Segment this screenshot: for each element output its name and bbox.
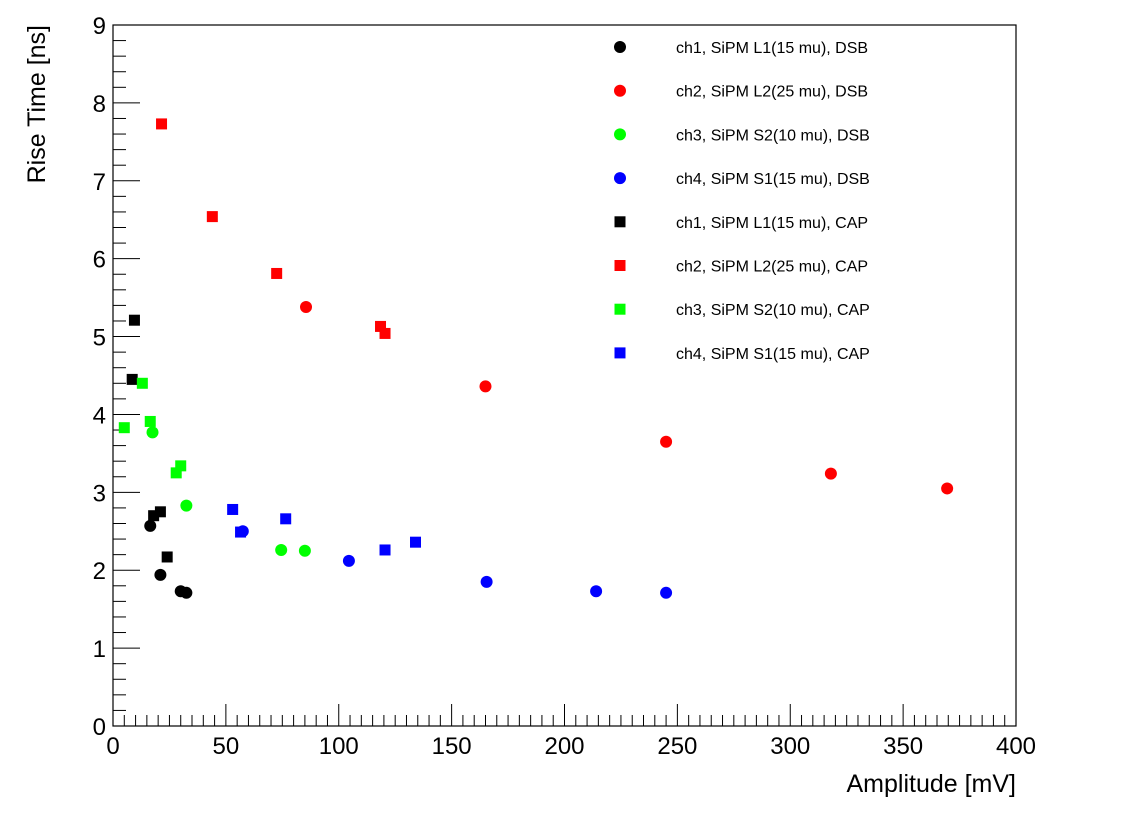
- legend-entry-label: ch1, SiPM L1(15 mu), DSB: [676, 40, 868, 57]
- data-point-square: [206, 211, 218, 223]
- legend-entry-label: ch4, SiPM S1(15 mu), DSB: [676, 171, 870, 188]
- data-point-square: [280, 513, 292, 525]
- legend-marker-circle: [614, 84, 626, 97]
- y-tick-label: 8: [93, 91, 106, 118]
- data-point-circle: [660, 435, 673, 448]
- data-point-circle: [275, 543, 288, 556]
- x-tick-label: 350: [883, 733, 923, 760]
- x-tick-label: 400: [996, 733, 1036, 760]
- legend-marker-square: [614, 260, 626, 271]
- data-point-square: [128, 314, 140, 326]
- data-point-circle: [144, 519, 157, 532]
- data-point-circle: [300, 300, 313, 313]
- legend-entry-label: ch2, SiPM L2(25 mu), CAP: [676, 259, 868, 276]
- legend: ch1, SiPM L1(15 mu), DSB ch2, SiPM L2(25 …: [614, 40, 870, 363]
- y-tick-label: 4: [93, 402, 106, 429]
- legend-marker-circle: [614, 128, 626, 141]
- x-tick-label: 0: [106, 733, 119, 760]
- data-point-square: [227, 503, 239, 515]
- data-point-square: [161, 551, 173, 563]
- x-tick-label: 150: [432, 733, 472, 760]
- y-tick-label: 5: [93, 325, 106, 352]
- legend-marker-circle: [614, 41, 626, 53]
- y-tick-label: 3: [93, 480, 106, 507]
- data-point-square: [118, 422, 130, 434]
- y-tick-label: 9: [93, 13, 106, 40]
- data-point-circle: [479, 380, 492, 393]
- x-tick-label: 300: [770, 733, 810, 760]
- data-point-circle: [146, 426, 159, 439]
- y-tick-label: 0: [93, 714, 106, 741]
- data-point-square: [379, 327, 391, 339]
- legend-marker-square: [614, 347, 626, 359]
- plot-frame: [112, 24, 1017, 727]
- data-point-circle: [590, 585, 603, 598]
- data-point-square: [170, 467, 182, 479]
- data-point-circle: [660, 586, 673, 599]
- data-point-circle: [180, 586, 193, 599]
- data-point-square: [148, 510, 160, 522]
- legend-entry-label: ch3, SiPM S2(10 mu), DSB: [676, 127, 870, 144]
- data-point-square: [154, 506, 166, 518]
- data-point-circle: [154, 568, 167, 581]
- x-tick-label: 100: [319, 733, 359, 760]
- data-point-square: [235, 526, 247, 538]
- legend-entry-label: ch3, SiPM S2(10 mu), CAP: [676, 302, 870, 319]
- y-axis-title: Rise Time [ns]: [23, 25, 51, 183]
- x-tick-label: 250: [657, 733, 697, 760]
- y-tick-label: 6: [93, 247, 106, 274]
- legend-marker-square: [614, 216, 626, 228]
- y-tick-label: 7: [93, 169, 106, 196]
- data-point-circle: [941, 482, 954, 495]
- data-point-square: [175, 460, 187, 472]
- data-point-square: [144, 415, 156, 427]
- x-axis-title: Amplitude [mV]: [846, 770, 1016, 798]
- data-point-square: [375, 320, 387, 332]
- data-point-circle: [180, 499, 193, 512]
- data-point-square: [271, 267, 283, 279]
- data-point-square: [379, 544, 391, 556]
- data-point-circle: [480, 575, 493, 588]
- legend-entry-label: ch1, SiPM L1(15 mu), CAP: [676, 215, 868, 232]
- legend-marker-square: [614, 303, 626, 315]
- x-tick-label: 200: [544, 733, 584, 760]
- data-point-circle: [824, 467, 837, 480]
- data-point-square: [410, 536, 422, 548]
- data-point-square: [156, 118, 168, 130]
- axis-ticks: 0 50 100 150 200 250 300 350 400 0 1 2 3 4 5 6 7 8 9: [93, 13, 1036, 760]
- data-points: [118, 118, 954, 599]
- y-tick-label: 2: [93, 558, 106, 585]
- data-point-square: [136, 377, 148, 389]
- y-tick-label: 1: [93, 636, 106, 663]
- legend-entry-label: ch2, SiPM L2(25 mu), DSB: [676, 84, 868, 101]
- data-point-square: [126, 373, 138, 385]
- data-point-circle: [342, 554, 355, 567]
- data-point-circle: [298, 544, 311, 557]
- legend-entry-label: ch4, SiPM S1(15 mu), CAP: [676, 346, 870, 363]
- x-tick-label: 50: [213, 733, 240, 760]
- legend-marker-circle: [614, 172, 626, 185]
